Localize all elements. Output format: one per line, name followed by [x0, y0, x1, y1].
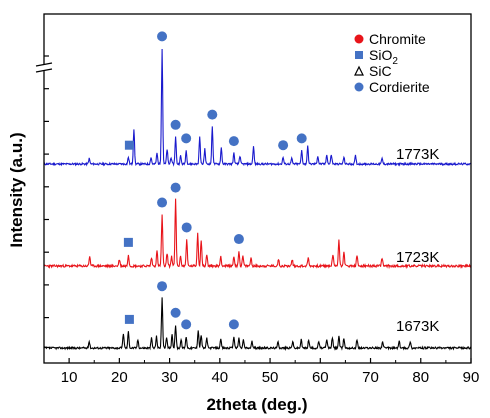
cordierite-marker [228, 319, 239, 330]
legend-label: SiC [369, 63, 392, 79]
series-layer: 1773K 1723K 1673K [43, 48, 472, 352]
x-tick-label: 40 [211, 369, 228, 386]
series-label-1773K: 1773K [396, 146, 439, 163]
x-tick-label: 20 [111, 369, 128, 386]
cordierite-marker [181, 319, 192, 330]
y-axis-title: Intensity (a.u.) [7, 132, 26, 247]
cordierite-marker [157, 197, 168, 208]
pattern-1723K [43, 198, 472, 270]
cordierite-marker [181, 133, 192, 144]
axis-break [35, 62, 53, 73]
series-label-1723K: 1723K [396, 249, 439, 266]
sio2-marker [124, 314, 134, 324]
cordierite-marker [181, 222, 192, 233]
x-tick-label: 30 [161, 369, 178, 386]
legend-marker [354, 65, 364, 76]
cordierite-marker [233, 234, 244, 245]
sio2-marker [124, 140, 134, 150]
pattern-1673K [43, 297, 472, 352]
cordierite-marker [228, 136, 239, 147]
cordierite-marker [170, 307, 181, 318]
phase-marker-layer [123, 31, 307, 330]
legend-label: Chromite [369, 31, 426, 47]
pattern-1773K [43, 48, 472, 167]
cordierite-marker [296, 133, 307, 144]
x-tick-label: 10 [61, 369, 78, 386]
legend-label: SiO2 [369, 47, 398, 67]
cordierite-marker [170, 182, 181, 193]
sio2-marker [123, 237, 133, 247]
x-tick-label: 80 [412, 369, 429, 386]
cordierite-marker [278, 140, 289, 151]
axis-layer: 10 20 30 40 50 60 70 80 90 [43, 55, 480, 386]
plot-frame [43, 13, 472, 364]
legend-marker [354, 34, 364, 44]
legend-marker [355, 51, 363, 59]
legend-marker [354, 82, 364, 92]
x-tick-label: 70 [362, 369, 379, 386]
cordierite-marker [207, 109, 218, 120]
cordierite-marker [170, 119, 181, 130]
cordierite-marker [157, 31, 168, 42]
x-tick-label: 50 [262, 369, 279, 386]
cordierite-marker [157, 281, 168, 292]
series-label-1673K: 1673K [396, 318, 439, 335]
x-axis-title: 2theta (deg.) [206, 395, 307, 414]
x-tick-label: 90 [463, 369, 480, 386]
x-tick-label: 60 [312, 369, 329, 386]
legend-label: Cordierite [369, 79, 430, 95]
